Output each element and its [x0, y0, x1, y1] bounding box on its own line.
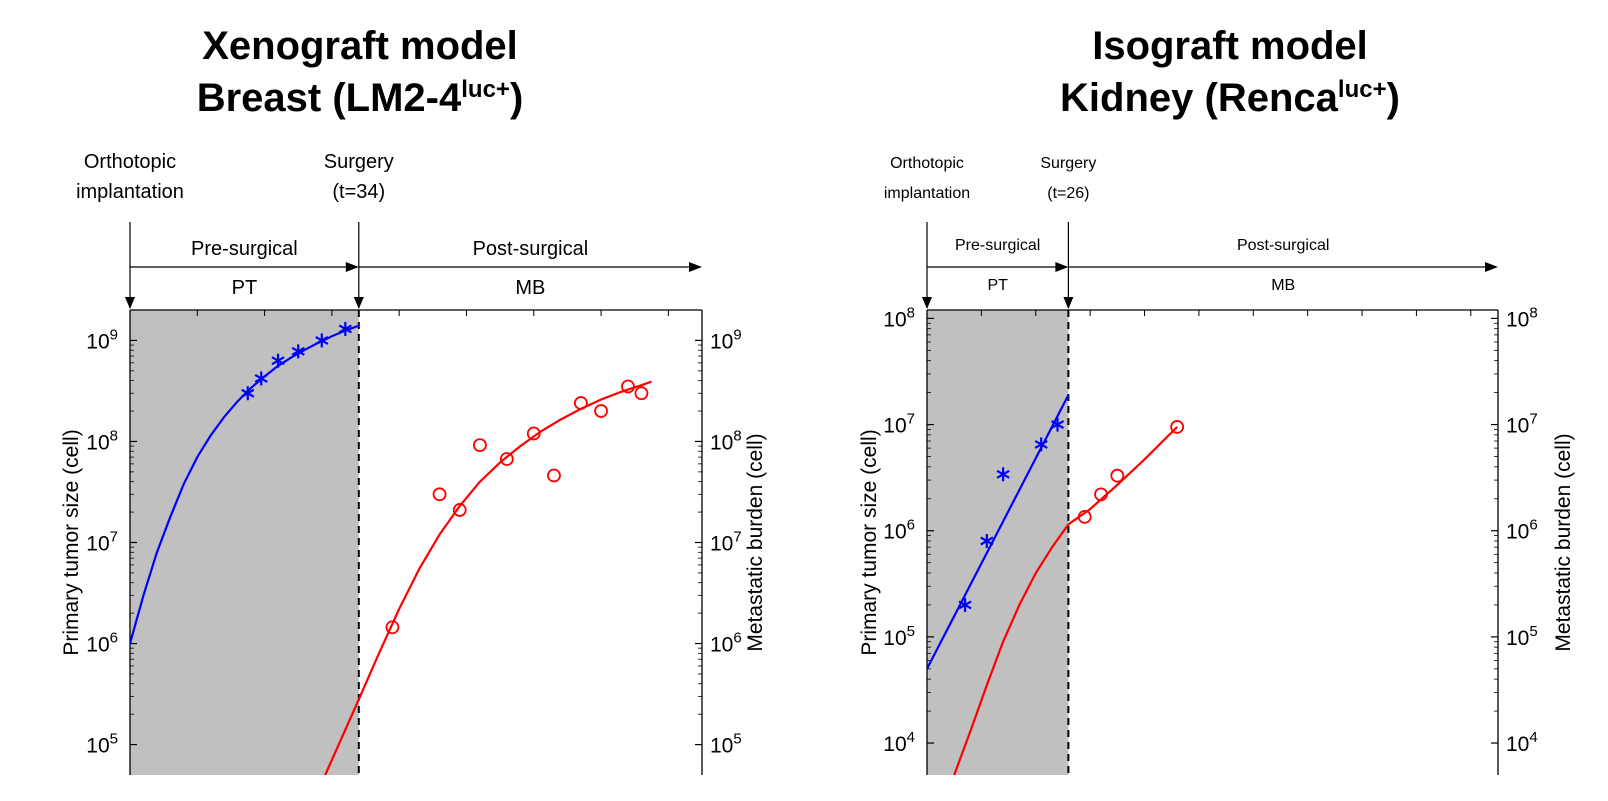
- arrow-head: [1055, 262, 1068, 272]
- y-tick-label-right: 105: [710, 731, 742, 758]
- y-tick-label-right: 104: [1506, 729, 1538, 756]
- chart-panel-isograft: Isograft model Kidney (Rencaluc+) 104 104…: [800, 0, 1608, 801]
- metastatic-burden-point: [575, 397, 587, 409]
- y-tick-label-right: 106: [710, 630, 742, 657]
- y-tick-label-right: 106: [1506, 517, 1538, 544]
- surgery-label-line2: (t=26): [1047, 185, 1089, 202]
- mb-label: MB: [515, 277, 545, 299]
- y-tick-label-right: 107: [710, 529, 742, 556]
- y-tick-label-left: 106: [86, 630, 118, 657]
- metastatic-burden-point: [1111, 470, 1123, 482]
- arrow-head: [689, 262, 702, 272]
- pre-surgical-label: Pre-surgical: [955, 237, 1040, 254]
- mb-label: MB: [1271, 277, 1295, 294]
- pre-surgical-shade: [927, 310, 1068, 775]
- metastatic-burden-point: [635, 387, 647, 399]
- y-tick-label-left: 108: [883, 304, 915, 331]
- chart-panel-xenograft: Xenograft model Breast (LM2-4luc+) 105 10…: [0, 0, 800, 801]
- arrow-head: [1485, 262, 1498, 272]
- metastatic-burden-point: [595, 405, 607, 417]
- arrow-head: [1063, 297, 1073, 309]
- surgery-label-line1: Surgery: [324, 151, 394, 173]
- y-tick-label-left: 109: [86, 326, 118, 353]
- metastatic-burden-point: [434, 488, 446, 500]
- metastatic-burden-point: [548, 470, 560, 482]
- y-tick-label-left: 105: [86, 731, 118, 758]
- post-surgical-label: Post-surgical: [473, 238, 589, 260]
- arrow-head: [346, 262, 359, 272]
- y-tick-label-left: 107: [883, 411, 915, 438]
- metastatic-burden-fit-line: [325, 382, 651, 775]
- y-tick-label-left: 104: [883, 729, 915, 756]
- y-tick-label-left: 108: [86, 427, 118, 454]
- implant-label-line2: implantation: [76, 181, 184, 203]
- surgery-label-line1: Surgery: [1040, 155, 1096, 172]
- y-tick-label-right: 107: [1506, 411, 1538, 438]
- implant-label-line1: Orthotopic: [890, 155, 964, 172]
- arrow-head: [125, 297, 135, 309]
- arrow-head: [922, 297, 932, 309]
- y-tick-label-right: 108: [1506, 304, 1538, 331]
- arrow-head: [354, 297, 364, 309]
- y-tick-label-left: 107: [86, 529, 118, 556]
- y-tick-label-left: 106: [883, 517, 915, 544]
- y-axis-label-left: Primary tumor size (cell): [858, 429, 881, 655]
- y-axis-label-right: Metastatic burden (cell): [744, 433, 767, 651]
- implant-label-line2: implantation: [884, 185, 970, 202]
- chart-plot-xenograft: 105 105 106 106 107 107 108 108 109 109 Primary tu…: [0, 0, 800, 801]
- pt-label: PT: [987, 277, 1008, 294]
- pre-surgical-label: Pre-surgical: [191, 238, 298, 260]
- y-tick-label-right: 105: [1506, 623, 1538, 650]
- y-axis-label-right: Metastatic burden (cell): [1552, 433, 1575, 651]
- y-axis-label-left: Primary tumor size (cell): [60, 429, 83, 655]
- surgery-label-line2: (t=34): [332, 181, 385, 203]
- metastatic-burden-point: [474, 439, 486, 451]
- y-tick-label-right: 108: [710, 427, 742, 454]
- implant-label-line1: Orthotopic: [84, 151, 176, 173]
- pre-surgical-shade: [130, 310, 359, 775]
- post-surgical-label: Post-surgical: [1237, 237, 1329, 254]
- y-tick-label-left: 105: [883, 623, 915, 650]
- pt-label: PT: [232, 277, 258, 299]
- chart-plot-isograft: 104 104 105 105 106 106 107 107 108 108 Primary tu…: [800, 0, 1608, 801]
- y-tick-label-right: 109: [710, 326, 742, 353]
